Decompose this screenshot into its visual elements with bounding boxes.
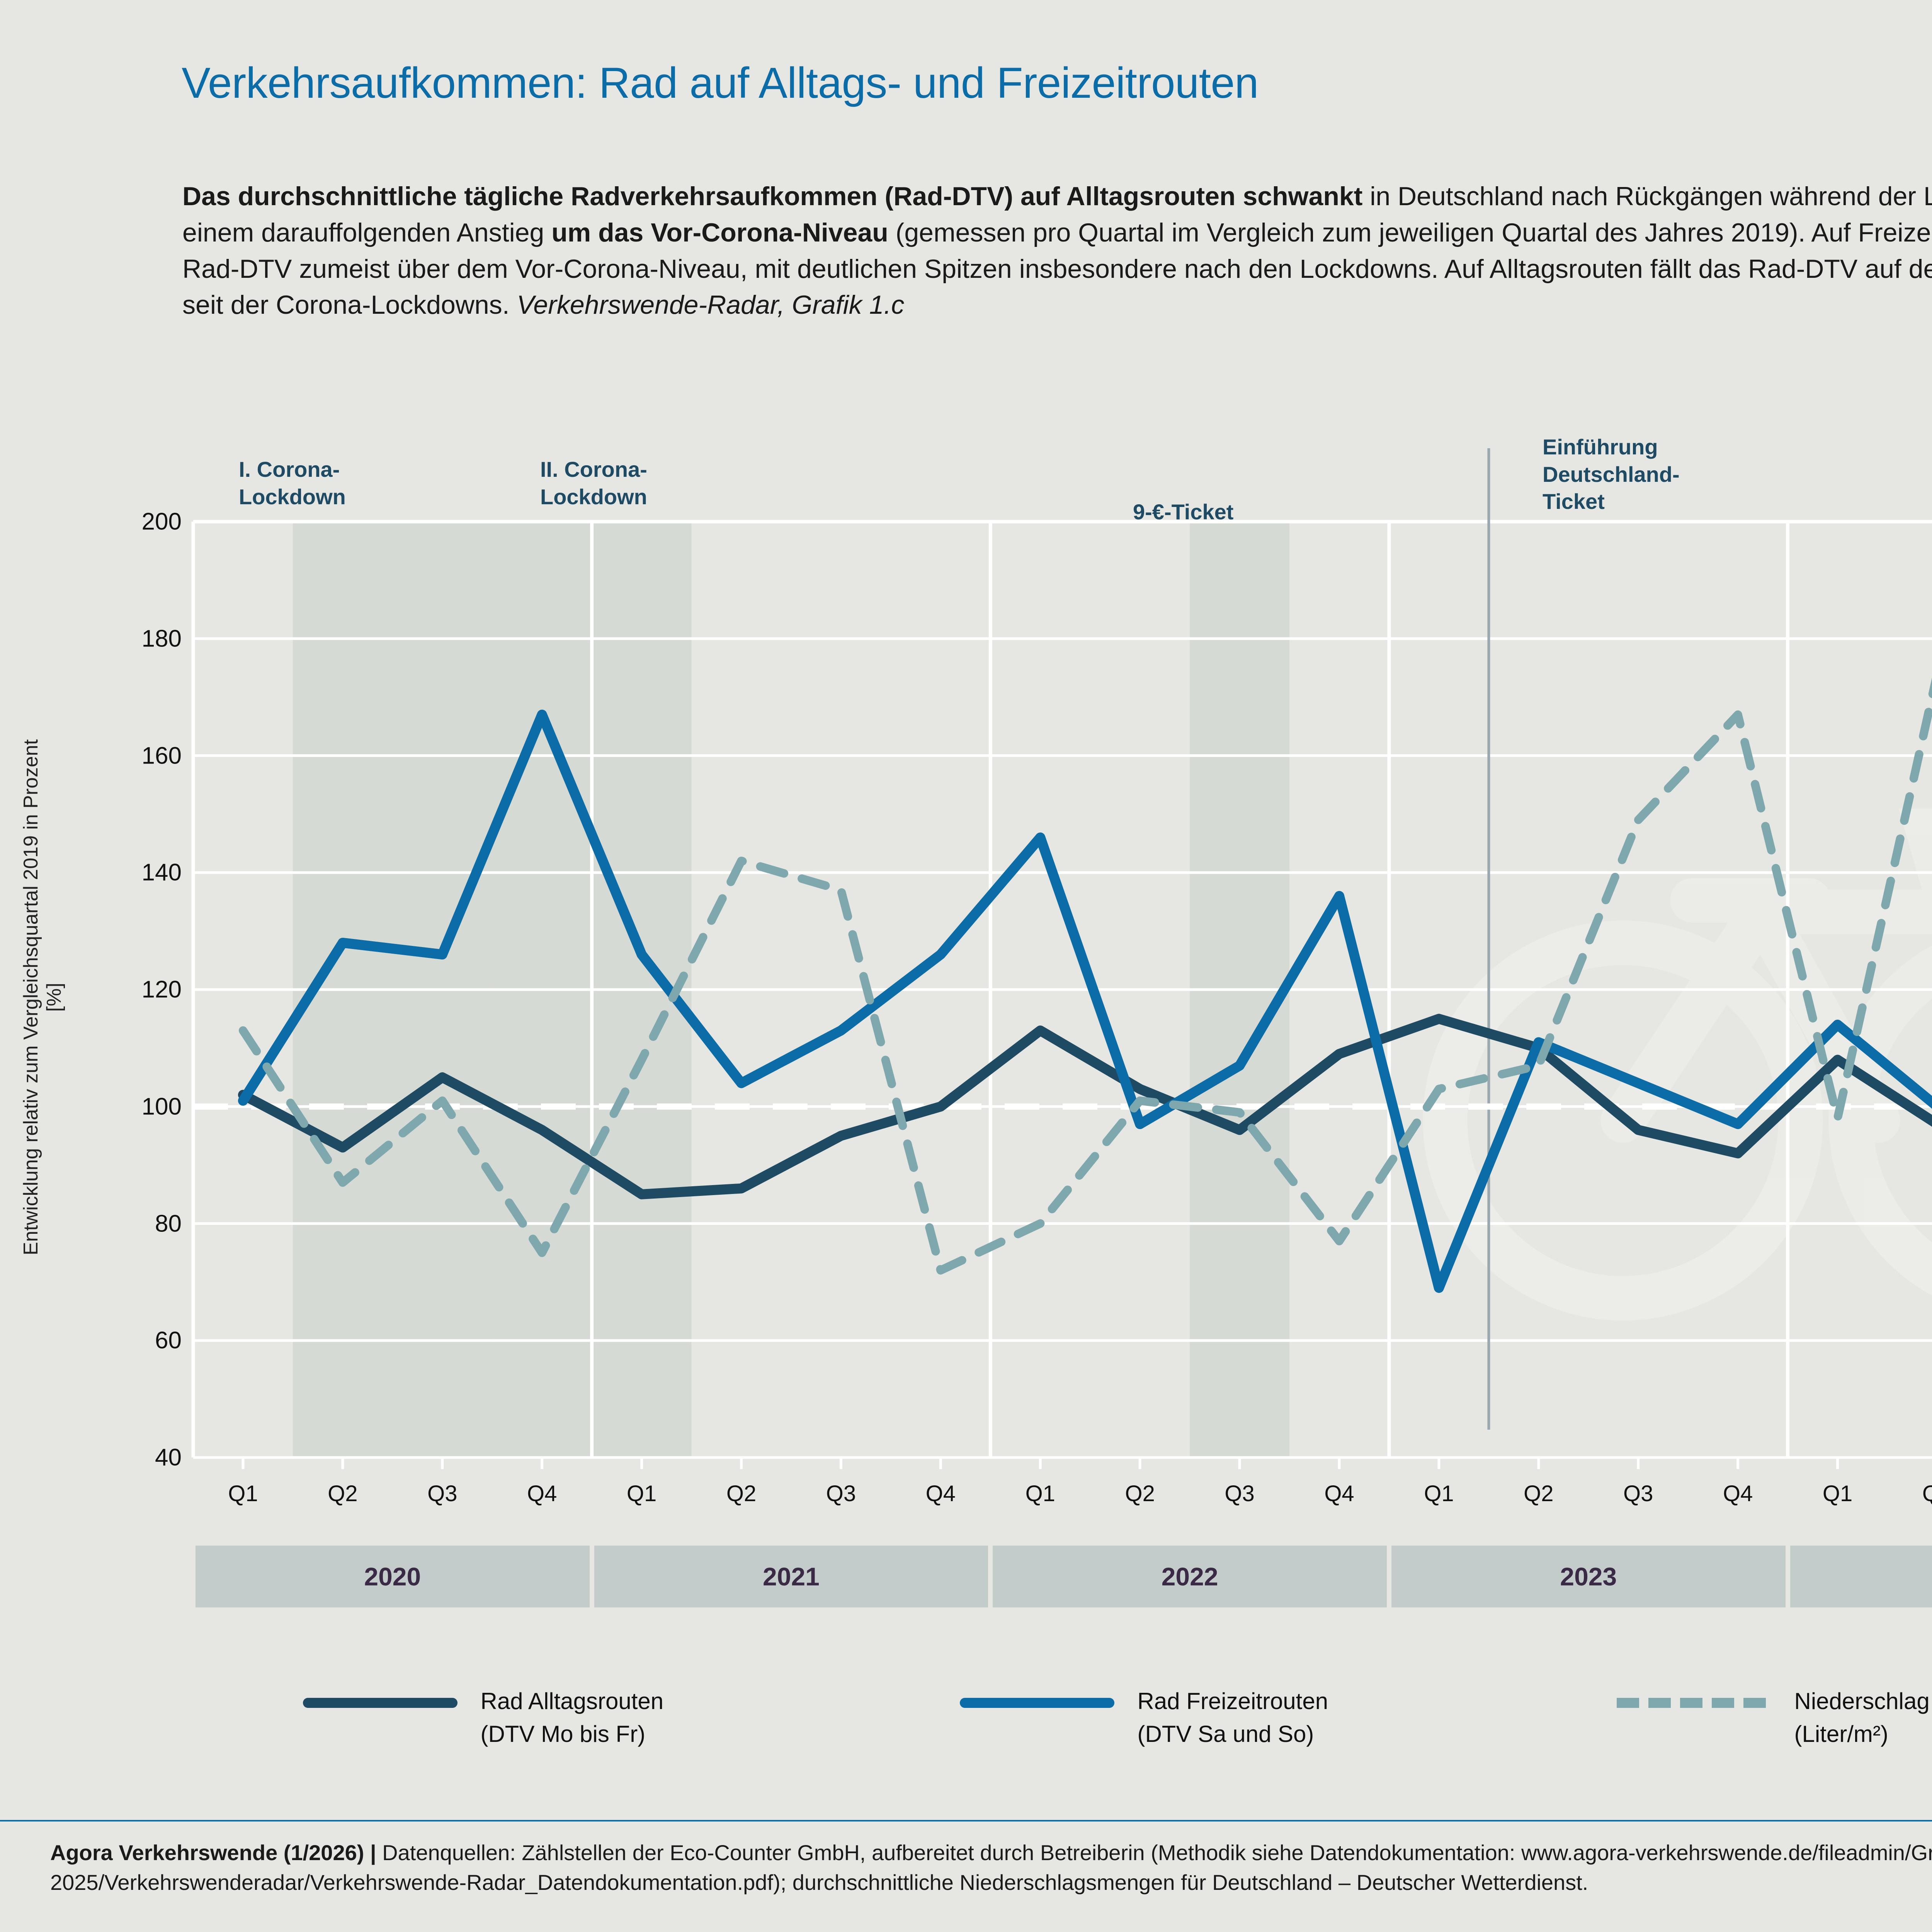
legend-swatch-2 bbox=[1616, 1698, 1771, 1708]
subtitle-paragraph: Das durchschnittliche tägliche Radverkeh… bbox=[182, 179, 1932, 323]
y-axis-tick-label: 40 bbox=[155, 1444, 182, 1471]
legend-series-name: Rad Alltagsrouten bbox=[480, 1688, 664, 1714]
year-label-2021: 2021 bbox=[763, 1562, 820, 1591]
footer-line-1-text: Datenquellen: Zählstellen der Eco-Counte… bbox=[376, 1840, 1932, 1865]
legend-item-1[interactable]: Rad Freizeitrouten (DTV Sa und So) bbox=[959, 1685, 1617, 1750]
y-axis-tick-label: 160 bbox=[141, 742, 182, 769]
subtitle-mid-2: (gemessen pro Quartal im Vergleich zum j… bbox=[182, 218, 1932, 320]
footer-line-1: Agora Verkehrswende (1/2026) | Datenquel… bbox=[50, 1838, 1932, 1867]
year-band-2024 bbox=[1790, 1546, 1932, 1607]
x-axis-tick-label: Q3 bbox=[826, 1481, 856, 1506]
annotation-label-ticket-9-euro: 9-€-Ticket bbox=[1133, 500, 1234, 524]
year-band-2021 bbox=[594, 1546, 988, 1607]
x-axis-tick-label: Q1 bbox=[1822, 1481, 1853, 1506]
y-axis-tick-label: 140 bbox=[141, 859, 182, 886]
subtitle-bold-1: Das durchschnittliche tägliche Radverkeh… bbox=[182, 182, 1363, 211]
legend-series-name: Niederschlag bbox=[1794, 1688, 1930, 1714]
x-axis-tick-label: Q2 bbox=[1524, 1481, 1554, 1506]
x-axis-tick-label: Q4 bbox=[1324, 1481, 1354, 1506]
subtitle-mid-1: in Deutschland nach Rückgängen während d… bbox=[182, 182, 1932, 247]
x-axis-tick-label: Q4 bbox=[925, 1481, 956, 1506]
legend-series-sub: (DTV Mo bis Fr) bbox=[480, 1721, 646, 1747]
legend-series-name: Rad Freizeitrouten bbox=[1137, 1688, 1328, 1714]
year-label-2023: 2023 bbox=[1560, 1562, 1617, 1591]
legend-label-1: Rad Freizeitrouten (DTV Sa und So) bbox=[1138, 1685, 1328, 1750]
bicycle-watermark bbox=[1423, 808, 1932, 1321]
y-axis-title: Entwicklung relativ zum Vergleichsquarta… bbox=[20, 739, 65, 1255]
subtitle-italic-ref: Verkehrswende-Radar, Grafik 1.c bbox=[517, 290, 905, 320]
x-axis-tick-label: Q1 bbox=[626, 1481, 657, 1506]
annotation-label-lockdown-1: I. Corona- Lockdown bbox=[239, 457, 346, 509]
y-axis-tick-label: 60 bbox=[155, 1327, 182, 1354]
series-line-0 bbox=[238, 1014, 1932, 1199]
x-axis-tick-label: Q2 bbox=[328, 1481, 358, 1506]
chart-legend: Rad Alltagsrouten (DTV Mo bis Fr) Rad Frei… bbox=[0, 1685, 1932, 1750]
x-axis-tick-label: Q1 bbox=[1025, 1481, 1055, 1506]
legend-series-sub: (DTV Sa und So) bbox=[1137, 1721, 1314, 1747]
x-axis-tick-label: Q1 bbox=[228, 1481, 258, 1506]
legend-swatch-1 bbox=[959, 1698, 1114, 1708]
x-axis-tick-label: Q4 bbox=[1723, 1481, 1753, 1506]
y-axis-tick-label: 120 bbox=[141, 976, 182, 1003]
year-band-2022 bbox=[993, 1546, 1387, 1607]
y-axis-tick-label: 200 bbox=[141, 508, 182, 535]
year-label-2020: 2020 bbox=[364, 1562, 421, 1591]
y-axis-tick-label: 180 bbox=[141, 625, 182, 652]
footer-line-2: 2025/Verkehrswenderadar/Verkehrswende-Ra… bbox=[50, 1870, 1588, 1895]
x-axis-tick-label: Q3 bbox=[427, 1481, 457, 1506]
x-axis-tick-label: Q2 bbox=[1125, 1481, 1155, 1506]
subtitle-bold-2: um das Vor-Corona-Niveau bbox=[551, 218, 888, 247]
legend-item-0[interactable]: Rad Alltagsrouten (DTV Mo bis Fr) bbox=[303, 1685, 960, 1750]
year-label-2024: 2024 bbox=[1910, 1562, 1932, 1591]
annotation-label-deutschland-ticket: Einführung Deutschland- Ticket bbox=[1543, 435, 1680, 514]
x-axis-tick-label: Q1 bbox=[1424, 1481, 1454, 1506]
series-line-2 bbox=[238, 677, 1932, 1275]
x-axis-tick-label: Q2 bbox=[1922, 1481, 1932, 1506]
legend-label-0: Rad Alltagsrouten (DTV Mo bis Fr) bbox=[481, 1685, 664, 1750]
year-band-2020 bbox=[196, 1546, 590, 1607]
x-axis-tick-label: Q3 bbox=[1225, 1481, 1255, 1506]
page-title: Verkehrsaufkommen: Rad auf Alltags- und … bbox=[182, 59, 1259, 107]
x-axis-tick-label: Q4 bbox=[527, 1481, 557, 1506]
footer-source: Agora Verkehrswende (1/2026) | Datenquel… bbox=[0, 1820, 1932, 1898]
year-label-2022: 2022 bbox=[1161, 1562, 1218, 1591]
footer-source-bold: Agora Verkehrswende (1/2026) | bbox=[50, 1840, 376, 1865]
series-line-1 bbox=[238, 709, 1932, 1293]
legend-series-sub: (Liter/m²) bbox=[1794, 1721, 1888, 1747]
legend-item-2[interactable]: Niederschlag (Liter/m²) bbox=[1616, 1685, 1932, 1750]
year-band-2023 bbox=[1391, 1546, 1786, 1607]
x-axis-tick-label: Q2 bbox=[726, 1481, 757, 1506]
annotation-label-lockdown-2: II. Corona- Lockdown bbox=[540, 457, 647, 509]
y-axis-tick-label: 100 bbox=[141, 1093, 182, 1120]
legend-swatch-0 bbox=[303, 1698, 457, 1708]
y-axis-tick-label: 80 bbox=[155, 1210, 182, 1237]
x-axis-tick-label: Q3 bbox=[1623, 1481, 1653, 1506]
legend-label-2: Niederschlag (Liter/m²) bbox=[1794, 1685, 1930, 1750]
